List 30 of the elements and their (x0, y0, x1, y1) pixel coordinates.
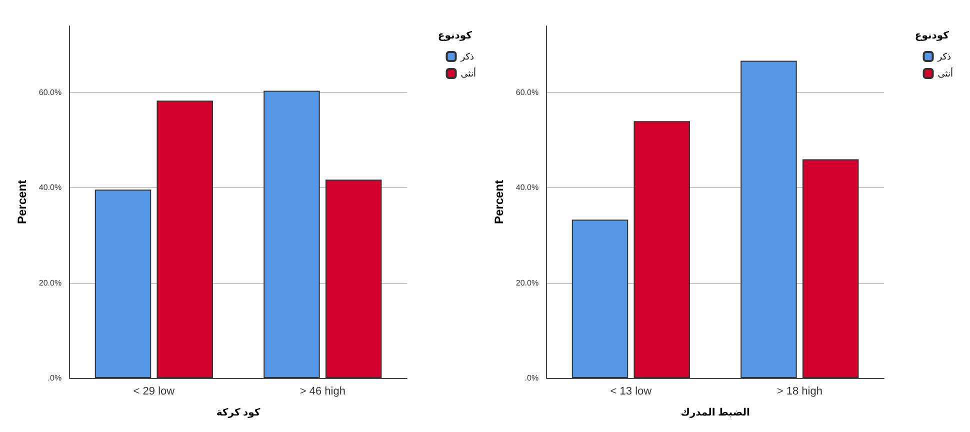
y-axis-title: Percent (15, 180, 29, 224)
legend-label: ذكر (460, 52, 474, 62)
x-axis-title: كود كركة (216, 408, 260, 418)
legend-label: أنثى (938, 68, 954, 78)
y-tick-label: 60.0% (516, 88, 539, 98)
bar (802, 159, 859, 378)
bar (264, 90, 320, 378)
x-axis-title: الضبط المدرك (680, 408, 750, 418)
legend-label: ذكر (936, 52, 952, 62)
bar (740, 60, 797, 378)
x-tick-label: > 18 high (776, 386, 822, 398)
legend-title: كودنوع (438, 30, 472, 42)
y-tick-label: 20.0% (516, 278, 539, 288)
y-tick-label: .0% (48, 374, 62, 382)
bar (634, 121, 690, 378)
y-tick-label: 60.0% (38, 88, 62, 98)
y-tick-label: .0% (524, 374, 539, 382)
legend-title: كودنوع (914, 30, 950, 42)
y-tick-label: 40.0% (38, 183, 62, 192)
x-tick-label: < 13 low (610, 386, 652, 398)
y-tick-label: 40.0% (516, 183, 539, 192)
bar (94, 190, 152, 378)
x-tick-label: > 46 high (300, 386, 346, 398)
legend-label: أنثى (460, 68, 476, 78)
x-tick-label: < 29 low (133, 386, 175, 398)
bar (572, 220, 628, 378)
bar (325, 180, 382, 378)
y-tick-label: 20.0% (38, 278, 62, 288)
bar (156, 100, 213, 378)
y-axis-title: Percent (492, 180, 506, 224)
